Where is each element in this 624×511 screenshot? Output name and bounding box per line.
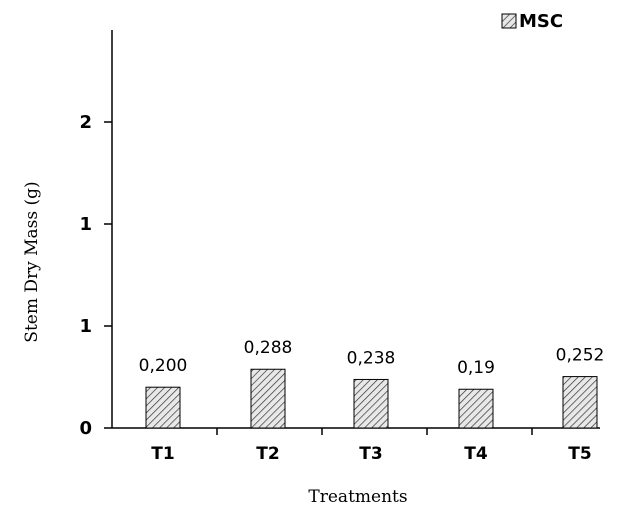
- x-tick-labels: T1 T2 T3 T4 T5: [151, 444, 591, 464]
- bar-t4: [458, 388, 494, 429]
- y-tick-label: 2: [79, 112, 92, 133]
- bar-t5: [562, 376, 598, 429]
- y-tick-label: 1: [79, 316, 92, 337]
- data-labels-group: 0,200 0,288 0,238 0,19 0,252: [139, 338, 605, 378]
- legend-swatch: [501, 13, 517, 29]
- x-ticks: [216, 428, 533, 435]
- y-ticks: 0 1 1 2: [79, 112, 112, 439]
- data-label-t3: 0,238: [347, 348, 396, 368]
- x-tick-label: T1: [151, 444, 174, 464]
- legend: MSC: [501, 11, 563, 32]
- y-axis-title: Stem Dry Mass (g): [22, 181, 42, 342]
- x-axis-title: Treatments: [308, 487, 407, 507]
- legend-label: MSC: [519, 11, 563, 32]
- data-label-t1: 0,200: [139, 356, 188, 376]
- x-tick-label: T4: [464, 444, 488, 464]
- data-label-t4: 0,19: [457, 358, 495, 378]
- x-tick-label: T5: [568, 444, 591, 464]
- data-label-t2: 0,288: [244, 338, 293, 358]
- bar-t3: [353, 378, 389, 429]
- data-label-t5: 0,252: [556, 346, 605, 366]
- x-tick-label: T2: [256, 444, 279, 464]
- y-tick-label: 1: [79, 214, 92, 235]
- bars-group: [145, 368, 598, 429]
- bar-t2: [250, 368, 286, 429]
- y-tick-label: 0: [79, 418, 92, 439]
- bar-t1: [145, 386, 181, 429]
- x-tick-label: T3: [359, 444, 382, 464]
